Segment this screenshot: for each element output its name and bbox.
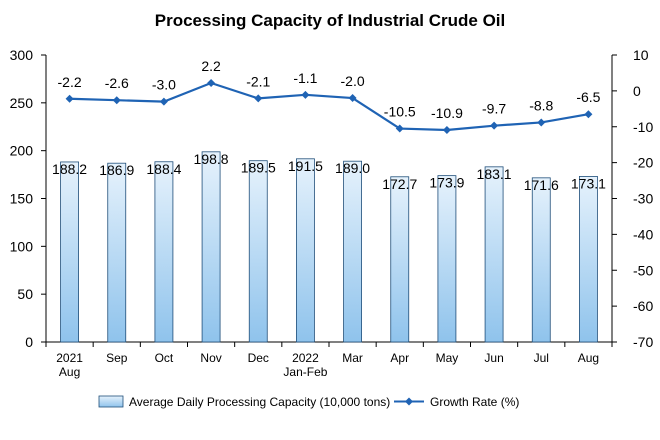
right-tick-label: 0 [633, 83, 641, 99]
line-value-label: -2.2 [58, 74, 82, 90]
bar-value-label: 191.5 [288, 158, 323, 174]
bar-value-label: 173.1 [571, 175, 606, 191]
right-tick-label: -50 [633, 262, 653, 278]
x-tick-label: 2022 [292, 351, 319, 365]
legend-line-marker [405, 397, 413, 406]
line-point [301, 90, 310, 99]
line-point [159, 97, 168, 106]
x-tick-label: Sep [106, 351, 128, 365]
line-value-label: -8.8 [529, 97, 553, 113]
right-tick-label: -10 [633, 119, 653, 135]
left-tick-label: 100 [10, 238, 34, 254]
x-tick-label: Jun [484, 351, 503, 365]
line-point [65, 94, 74, 103]
bar-value-label: 173.9 [429, 175, 464, 191]
bar [437, 175, 457, 343]
line-value-label: -2.1 [246, 73, 270, 89]
line-point [490, 121, 499, 130]
x-tick-label: Jul [534, 351, 549, 365]
left-tick-label: 300 [10, 47, 34, 63]
x-tick-label: Aug [59, 365, 80, 379]
bar [248, 160, 268, 343]
chart-title: Processing Capacity of Industrial Crude … [155, 11, 505, 30]
legend-bar-label: Average Daily Processing Capacity (10,00… [129, 395, 390, 409]
bar [531, 177, 551, 343]
bar-value-label: 183.1 [477, 166, 512, 182]
bar-value-label: 188.2 [52, 161, 87, 177]
line-value-label: -1.1 [293, 70, 317, 86]
bar-value-label: 186.9 [99, 162, 134, 178]
bar-value-label: 188.4 [146, 161, 181, 177]
right-tick-label: -40 [633, 226, 653, 242]
line-value-label: -6.5 [576, 89, 600, 105]
bar [296, 158, 315, 343]
legend-line-label: Growth Rate (%) [430, 395, 519, 409]
x-tick-label: 2021 [56, 351, 83, 365]
right-tick-label: 10 [633, 47, 649, 63]
left-tick-label: 150 [10, 191, 34, 207]
line-point [112, 96, 121, 105]
bar-data-labels: 188.2 186.9 188.4 198.8 189.5 191.5 189.0 172.7… [52, 151, 606, 193]
line-point [395, 124, 404, 133]
bar [390, 176, 410, 343]
bar [484, 166, 504, 343]
line-value-label: -9.7 [482, 101, 506, 117]
line-value-label: -2.6 [105, 75, 129, 91]
bar-series [60, 151, 598, 343]
x-tick-label: Nov [200, 351, 221, 365]
x-tick-label: Aug [578, 351, 599, 365]
left-tick-label: 250 [10, 95, 34, 111]
x-tick-label: Dec [248, 351, 269, 365]
bar-value-label: 171.6 [524, 177, 559, 193]
line-point [584, 110, 593, 119]
line-point [348, 94, 357, 103]
x-tick-label: Mar [342, 351, 363, 365]
line-value-label: -2.0 [341, 73, 365, 89]
line-value-label: -10.5 [384, 104, 416, 120]
bar [107, 162, 127, 343]
right-tick-label: -30 [633, 191, 653, 207]
x-tick-label: Oct [155, 351, 174, 365]
right-tick-label: -60 [633, 298, 653, 314]
line-value-label: -10.9 [431, 105, 463, 121]
legend-bar-swatch [98, 395, 124, 408]
left-tick-label: 0 [25, 334, 33, 350]
line-data-labels: -2.2 -2.6 -3.0 2.2 -2.1 -1.1 -2.0 -10.5 -10.9 -9.… [58, 58, 601, 121]
bar-value-label: 172.7 [382, 176, 417, 192]
bar [60, 161, 79, 343]
x-tick-label: May [436, 351, 459, 365]
left-tick-label: 200 [10, 143, 34, 159]
legend: Average Daily Processing Capacity (10,00… [98, 395, 519, 409]
growth-line [69, 81, 589, 132]
bar-value-label: 198.8 [194, 151, 229, 167]
bar-value-label: 189.0 [335, 160, 370, 176]
line-value-label: -3.0 [152, 77, 176, 93]
bar [201, 151, 221, 343]
line-point [254, 94, 263, 103]
bar [154, 161, 174, 343]
line-point [442, 125, 451, 134]
left-tick-label: 50 [17, 286, 33, 302]
bar-value-label: 189.5 [241, 160, 276, 176]
right-tick-label: -20 [633, 155, 653, 171]
line-series [65, 78, 593, 134]
line-point [537, 118, 546, 127]
line-point [207, 78, 216, 87]
bar [343, 160, 362, 343]
bar [579, 176, 598, 343]
x-tick-label: Apr [390, 351, 409, 365]
right-tick-label: -70 [633, 334, 653, 350]
x-tick-label: Jan-Feb [283, 365, 327, 379]
line-value-label: 2.2 [201, 58, 221, 74]
